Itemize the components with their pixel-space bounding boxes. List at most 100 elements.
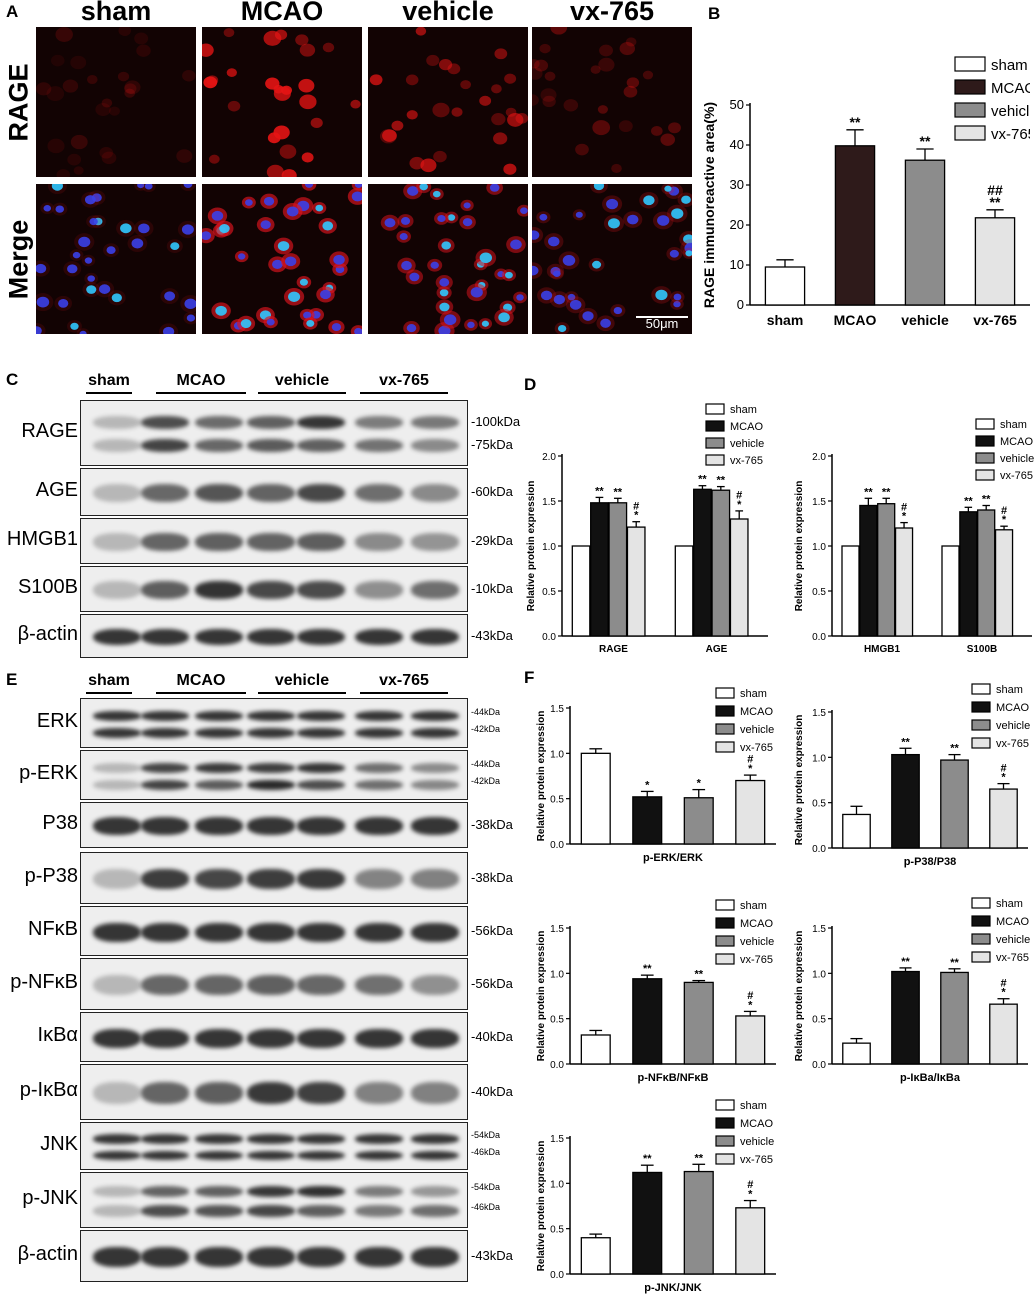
cell-nucleus <box>441 241 452 250</box>
legend-label: MCAO <box>740 706 773 718</box>
cell <box>176 149 193 163</box>
y-tick-label: 10 <box>730 257 744 272</box>
marker-label: -29kDa <box>471 533 513 548</box>
y-tick-label: 1.5 <box>550 1134 564 1145</box>
cell-nucleus <box>643 195 655 206</box>
significance-label: ** <box>694 969 703 981</box>
band <box>93 439 141 453</box>
band <box>141 1082 189 1104</box>
lane-group-underline <box>86 692 132 694</box>
legend-swatch <box>705 437 725 449</box>
cell <box>626 77 640 88</box>
y-tick-label: 0.0 <box>550 840 564 851</box>
legend-label: sham <box>730 404 757 416</box>
cell-nucleus <box>430 261 439 269</box>
cell-nucleus <box>137 184 145 189</box>
significance-label: ** <box>643 1153 652 1165</box>
band <box>195 710 243 721</box>
blot-membrane <box>80 566 468 612</box>
cell-nucleus <box>354 184 362 189</box>
x-axis-label: p-ERK/ERK <box>643 852 703 864</box>
bar <box>842 1042 871 1065</box>
cell <box>592 120 611 136</box>
cell <box>668 122 681 134</box>
band <box>195 1185 243 1198</box>
cell-nucleus <box>683 234 692 244</box>
cell <box>299 94 317 110</box>
bar <box>904 159 946 306</box>
band <box>247 1205 295 1217</box>
lane-group-underline <box>258 692 346 694</box>
legend-swatch <box>715 687 735 699</box>
cell-nucleus <box>111 293 122 303</box>
band <box>355 922 403 942</box>
panel-b-letter: B <box>708 4 721 23</box>
marker-label: -56kDa <box>471 923 513 938</box>
band <box>355 1185 403 1198</box>
y-tick-label: 30 <box>730 177 744 192</box>
cell <box>101 98 113 108</box>
cell-nucleus <box>331 323 342 332</box>
micrograph <box>36 27 196 177</box>
bar <box>891 970 920 1065</box>
band <box>93 728 141 738</box>
cell <box>182 70 196 82</box>
cell <box>542 95 556 108</box>
band <box>93 533 141 551</box>
cell-nucleus <box>548 236 560 247</box>
cell-nucleus <box>582 311 594 321</box>
cell-nucleus <box>462 218 473 227</box>
blot-label: p-IκBα <box>19 1079 78 1101</box>
lane-group-label: MCAO <box>176 672 226 689</box>
bar <box>580 1237 611 1275</box>
cell <box>136 44 151 57</box>
marker-label: -60kDa <box>471 484 513 499</box>
band <box>93 581 141 599</box>
band <box>141 628 189 646</box>
cell <box>266 164 284 177</box>
legend-swatch <box>715 899 735 911</box>
significance-label: ** <box>901 736 910 748</box>
lane-group-label: vx-765 <box>379 672 429 689</box>
cell-nucleus <box>36 296 50 308</box>
row-label: Merge <box>3 219 34 300</box>
column-header: vx-765 <box>569 0 655 26</box>
band <box>247 581 295 599</box>
band <box>195 439 243 453</box>
band <box>297 975 345 995</box>
cell <box>590 65 601 74</box>
band <box>93 483 141 503</box>
band <box>411 628 459 646</box>
cell-nucleus <box>58 299 69 308</box>
cell <box>70 134 88 150</box>
cell-nucleus <box>144 184 153 190</box>
band <box>195 483 243 503</box>
cell-nucleus <box>419 184 428 191</box>
cell <box>99 146 114 159</box>
bar <box>940 759 969 849</box>
chart-d1: 0.0 0.5 1.0 1.5 2.0 Relative protein expressi… <box>526 403 768 655</box>
y-tick-label: 1.5 <box>812 497 826 508</box>
cell-nucleus <box>553 294 565 305</box>
y-tick-label: 0.5 <box>812 1015 826 1026</box>
band <box>297 1185 345 1198</box>
band <box>93 817 141 835</box>
band <box>247 780 295 790</box>
cell <box>298 78 315 93</box>
chart-f4: 0.0 0.5 1.0 1.5 Relative protein expression p… <box>794 897 1030 1084</box>
significance-label: * <box>737 499 742 511</box>
band <box>355 1150 403 1161</box>
lane-group-underline <box>86 392 132 394</box>
band <box>247 762 295 773</box>
cell-nucleus <box>67 264 78 274</box>
cell-nucleus <box>78 236 91 248</box>
cell <box>618 120 633 133</box>
blot-membrane <box>80 468 468 516</box>
band <box>297 762 345 773</box>
cell-nucleus <box>170 242 180 251</box>
group-label: S100B <box>967 644 998 655</box>
band <box>247 533 295 551</box>
cell <box>540 88 557 102</box>
y-tick-label: 0.5 <box>542 587 556 598</box>
cell-nucleus <box>181 224 194 235</box>
